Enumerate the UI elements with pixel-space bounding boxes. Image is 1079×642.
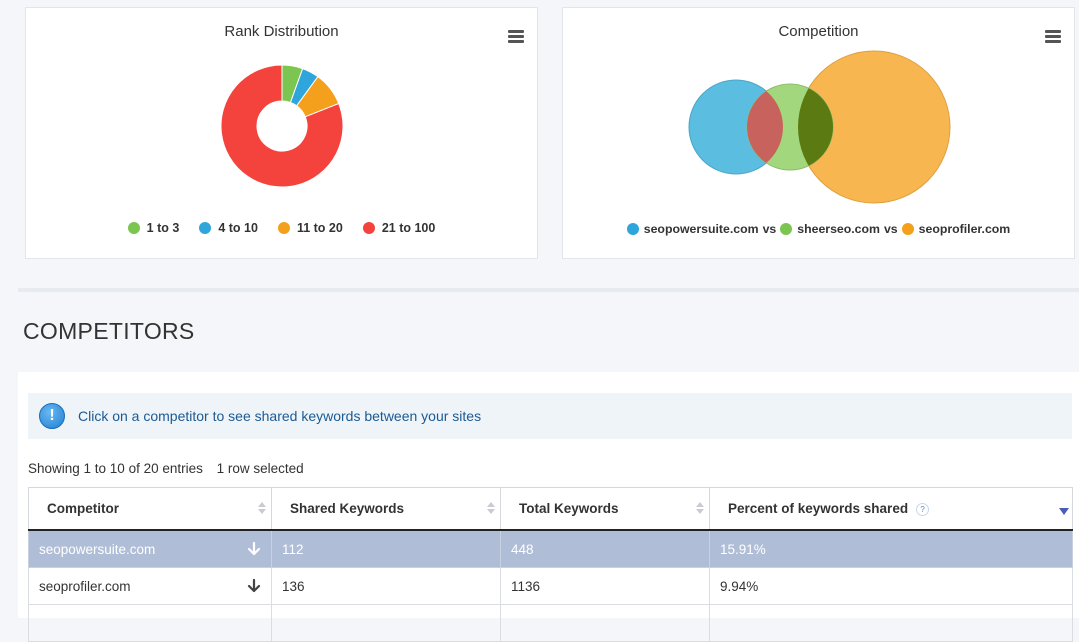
hamburger-menu-icon[interactable] — [508, 30, 524, 43]
total-keywords-cell: 1136 — [500, 567, 710, 605]
legend-item-1-to-3[interactable]: 1 to 3 — [127, 221, 180, 235]
hamburger-menu-icon[interactable] — [1045, 30, 1061, 43]
section-divider — [18, 288, 1079, 292]
rank-distribution-card: Rank Distribution 1 to 3 4 to 10 11 to 20 2… — [25, 7, 538, 259]
info-exclamation-icon: ! — [39, 403, 65, 429]
venn-legend-item-seoprofiler-com[interactable]: seoprofiler.com — [901, 222, 1011, 236]
column-header-total-keywords[interactable]: Total Keywords — [500, 487, 710, 531]
sort-icon — [258, 502, 266, 516]
competitor-cell: seopowersuite.com — [28, 529, 272, 568]
competitor-cell: seoprofiler.com — [28, 567, 272, 605]
competition-venn-diagram — [688, 50, 951, 204]
legend-label: 11 to 20 — [296, 221, 343, 235]
legend-dot — [780, 223, 793, 235]
venn-overlap-powersuite-sheerseo — [747, 84, 783, 170]
competitors-table: Competitor Shared Keywords Total Keyword… — [28, 487, 1073, 642]
column-header-shared-keywords[interactable]: Shared Keywords — [271, 487, 501, 531]
legend-label: 21 to 100 — [381, 221, 436, 235]
legend-dot — [901, 223, 914, 235]
table-row[interactable]: seopowersuite.com 112 448 15.91% — [28, 529, 1073, 568]
entries-count: Showing 1 to 10 of 20 entries — [28, 461, 203, 476]
rows-selected: 1 row selected — [216, 461, 304, 476]
competitors-heading: COMPETITORS — [23, 318, 195, 344]
venn-legend-item-seopowersuite-com[interactable]: seopowersuite.com vs — [626, 222, 781, 236]
rank-legend: 1 to 3 4 to 10 11 to 20 21 to 100 — [26, 221, 537, 235]
sort-descending-icon — [1059, 508, 1069, 515]
legend-vs: vs — [883, 222, 898, 236]
competition-card: Competition seopowersuite.com vs sheerseo.… — [562, 7, 1075, 259]
legend-dot — [199, 222, 212, 234]
legend-label: 1 to 3 — [146, 221, 180, 235]
column-header-competitor[interactable]: Competitor — [28, 487, 272, 531]
legend-dot — [626, 223, 639, 235]
legend-vs: vs — [762, 222, 777, 236]
venn-overlap-sheerseo-profiler — [798, 84, 833, 170]
legend-dot — [277, 222, 290, 234]
legend-item-11-to-20[interactable]: 11 to 20 — [277, 221, 343, 235]
legend-label: 4 to 10 — [218, 221, 258, 235]
sort-icon — [696, 502, 704, 516]
percent-cell: 15.91% — [709, 529, 1073, 568]
legend-item-21-to-100[interactable]: 21 to 100 — [362, 221, 436, 235]
sort-icon — [487, 502, 495, 516]
legend-dot — [362, 222, 375, 234]
percent-cell: 9.94% — [709, 567, 1073, 605]
shared-keywords-cell: 112 — [271, 529, 501, 568]
legend-dot — [127, 222, 140, 234]
venn-legend-item-sheerseo-com[interactable]: sheerseo.com vs — [780, 222, 901, 236]
info-banner: ! Click on a competitor to see shared ke… — [28, 393, 1072, 439]
rank-donut-chart — [220, 64, 344, 188]
legend-label: sheerseo.com — [797, 222, 880, 236]
table-row-partial[interactable] — [28, 604, 1073, 642]
arrow-down-icon[interactable] — [247, 578, 261, 594]
competition-legend: seopowersuite.com vs sheerseo.com vs seoprof… — [563, 222, 1074, 236]
info-banner-text: Click on a competitor to see shared keyw… — [78, 408, 482, 424]
competition-title: Competition — [778, 23, 859, 40]
shared-keywords-cell: 136 — [271, 567, 501, 605]
table-row[interactable]: seoprofiler.com 136 1136 9.94% — [28, 567, 1073, 605]
legend-label: seoprofiler.com — [918, 222, 1011, 236]
arrow-down-icon[interactable] — [247, 541, 261, 557]
help-icon[interactable]: ? — [916, 502, 930, 516]
total-keywords-cell: 448 — [500, 529, 710, 568]
column-header-percent-shared[interactable]: Percent of keywords shared? — [709, 487, 1073, 531]
table-info: Showing 1 to 10 of 20 entries 1 row sele… — [28, 461, 314, 476]
rank-distribution-title: Rank Distribution — [224, 23, 339, 40]
legend-item-4-to-10[interactable]: 4 to 10 — [199, 221, 258, 235]
legend-label: seopowersuite.com — [643, 222, 759, 236]
donut-slice-21-to-100[interactable] — [220, 64, 344, 188]
